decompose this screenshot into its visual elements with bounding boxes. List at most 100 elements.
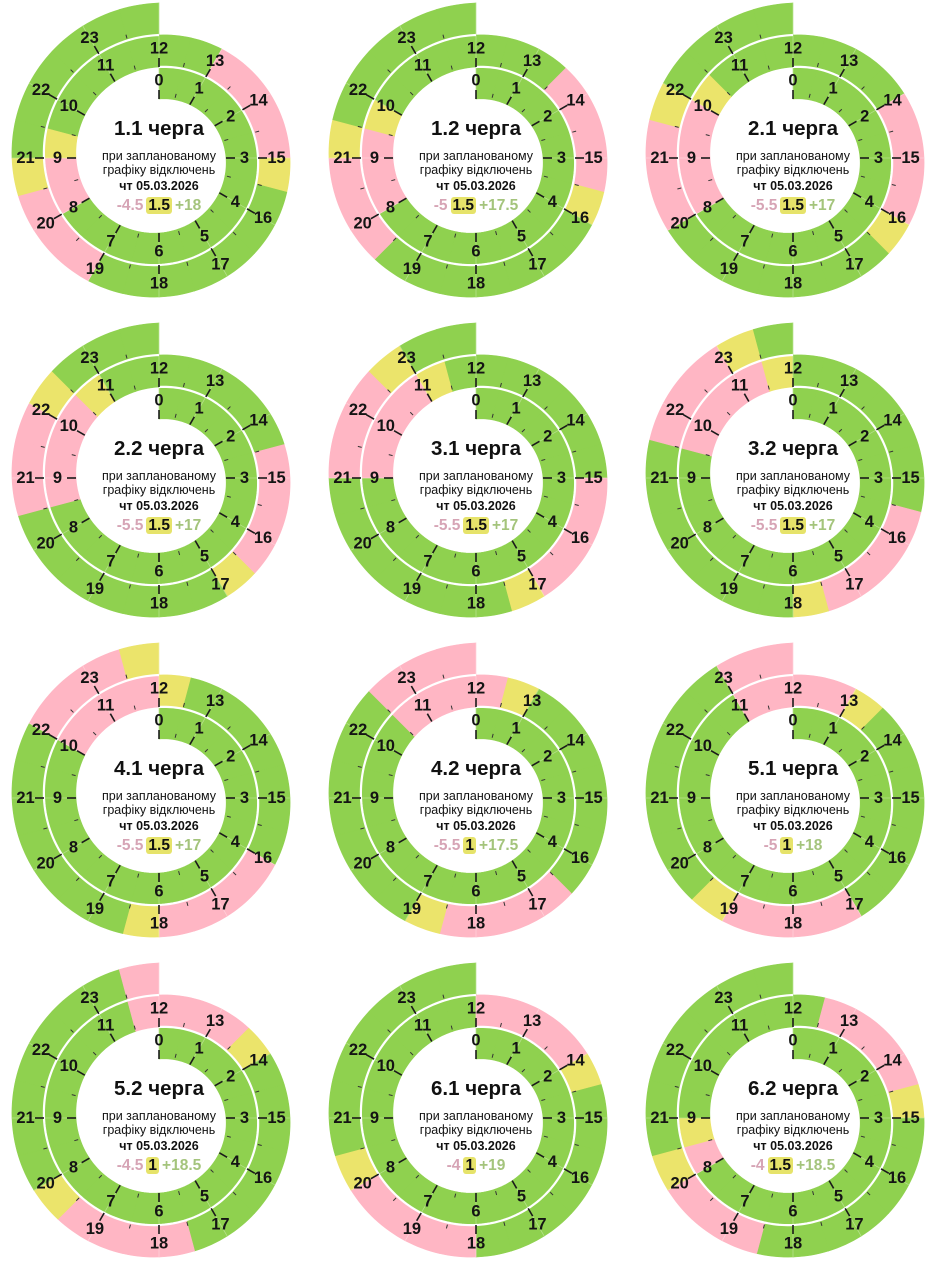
hour-label: 2 (226, 428, 235, 446)
half-hour-tick (450, 1025, 453, 1030)
hour-label: 19 (720, 580, 738, 598)
on-hours-total: +17 (808, 197, 836, 214)
hour-label: 7 (106, 552, 115, 570)
half-hour-tick (527, 209, 531, 213)
half-hour-tick (677, 187, 682, 190)
hour-tick (527, 567, 534, 577)
hour-label: 8 (386, 518, 395, 536)
subtitle-line-2: графіку відключень (736, 483, 850, 497)
hour-tick (823, 416, 830, 425)
half-hour-tick (704, 69, 708, 73)
hour-tick (242, 104, 251, 111)
hour-label: 8 (69, 198, 78, 216)
queue-title: 3.2 черга (748, 437, 838, 460)
half-hour-tick (541, 138, 546, 141)
hour-label: 9 (687, 789, 696, 807)
half-hour-tick (388, 134, 393, 137)
half-hour-tick (844, 529, 848, 533)
maybe-hours-total: 1.5 (146, 197, 172, 214)
hour-label: 12 (784, 40, 802, 58)
hour-tick (880, 528, 890, 535)
hour-tick (743, 393, 750, 402)
half-hour-tick (572, 130, 577, 133)
queue-chart: 0 1 2 3 4 5 6 7 8 9 10 11 12 13 14 15 16 17 18 19 20 21 22 23 4.… (0, 640, 317, 960)
half-hour-tick (866, 1191, 871, 1196)
hour-label: 4 (865, 1153, 875, 1171)
subtitle-line-1: при запланованому (735, 1109, 851, 1123)
half-hour-tick (527, 529, 531, 533)
hour-label: 20 (671, 534, 689, 552)
hour-label: 14 (249, 412, 268, 430)
hour-tick (844, 887, 851, 897)
hour-label: 18 (784, 1235, 802, 1253)
half-hour-tick (360, 187, 365, 190)
hour-label: 5 (200, 1188, 209, 1206)
hour-label: 19 (720, 1220, 738, 1238)
hour-label: 8 (69, 518, 78, 536)
hour-tick (76, 749, 86, 756)
half-hour-tick (889, 450, 894, 453)
hour-label: 1 (828, 400, 837, 418)
half-hour-tick (860, 175, 865, 178)
hour-label: 4 (865, 193, 875, 211)
half-hour-tick (125, 994, 128, 999)
hour-tick (852, 512, 862, 519)
hour-label: 2 (860, 748, 869, 766)
hour-tick (563, 208, 573, 215)
hour-tick (410, 685, 417, 695)
hour-tick (81, 517, 90, 524)
hour-label: 22 (666, 401, 684, 419)
hours-summary: -5.5 1 +17.5 (376, 837, 576, 855)
half-hour-tick (182, 1022, 185, 1028)
hour-tick (848, 440, 857, 447)
half-hour-tick (442, 674, 445, 679)
hours-summary: -5.5 1.5 +17 (693, 197, 893, 215)
hour-label: 20 (37, 534, 55, 552)
hour-label: 21 (650, 1109, 668, 1127)
off-hours-total: -5.5 (116, 517, 144, 534)
half-hour-tick (442, 354, 445, 359)
half-hour-tick (889, 130, 894, 133)
hour-label: 23 (80, 669, 98, 687)
half-hour-tick (255, 1090, 260, 1093)
on-hours-total: +18.5 (162, 1157, 202, 1174)
hours-summary: -5.5 1.5 +17 (693, 517, 893, 535)
hour-tick (194, 860, 201, 869)
half-hour-tick (726, 731, 731, 736)
hour-tick (114, 1184, 121, 1194)
hour-tick (98, 1212, 105, 1222)
half-hour-tick (227, 406, 231, 410)
hour-label: 8 (386, 1158, 395, 1176)
schedule-date: чт 05.03.2026 (436, 179, 516, 193)
hour-label: 7 (106, 1192, 115, 1210)
schedule-date: чт 05.03.2026 (119, 179, 199, 193)
hour-label: 9 (687, 469, 696, 487)
hour-label: 16 (888, 1169, 906, 1187)
hour-tick (522, 68, 529, 78)
hour-label: 5 (517, 228, 526, 246)
half-hour-tick (92, 91, 97, 96)
hour-label: 9 (370, 469, 379, 487)
hour-tick (98, 252, 105, 262)
off-hours-total: -4.5 (116, 1157, 144, 1174)
maybe-hours-total: 1 (780, 837, 794, 854)
hour-tick (214, 760, 223, 767)
hour-tick (732, 1212, 739, 1222)
hour-label: 13 (840, 52, 858, 70)
half-hour-tick (387, 389, 391, 393)
half-hour-tick (527, 849, 531, 853)
hour-label: 16 (888, 209, 906, 227)
hour-tick (48, 413, 58, 420)
hour-label: 8 (703, 838, 712, 856)
hour-label: 18 (784, 915, 802, 933)
hour-label: 0 (788, 712, 797, 730)
hour-tick (839, 708, 846, 718)
half-hour-tick (521, 1068, 526, 1073)
half-hour-tick (708, 179, 713, 182)
hour-label: 21 (16, 1109, 34, 1127)
hour-label: 21 (650, 469, 668, 487)
half-hour-tick (442, 34, 445, 39)
hour-label: 8 (703, 1158, 712, 1176)
